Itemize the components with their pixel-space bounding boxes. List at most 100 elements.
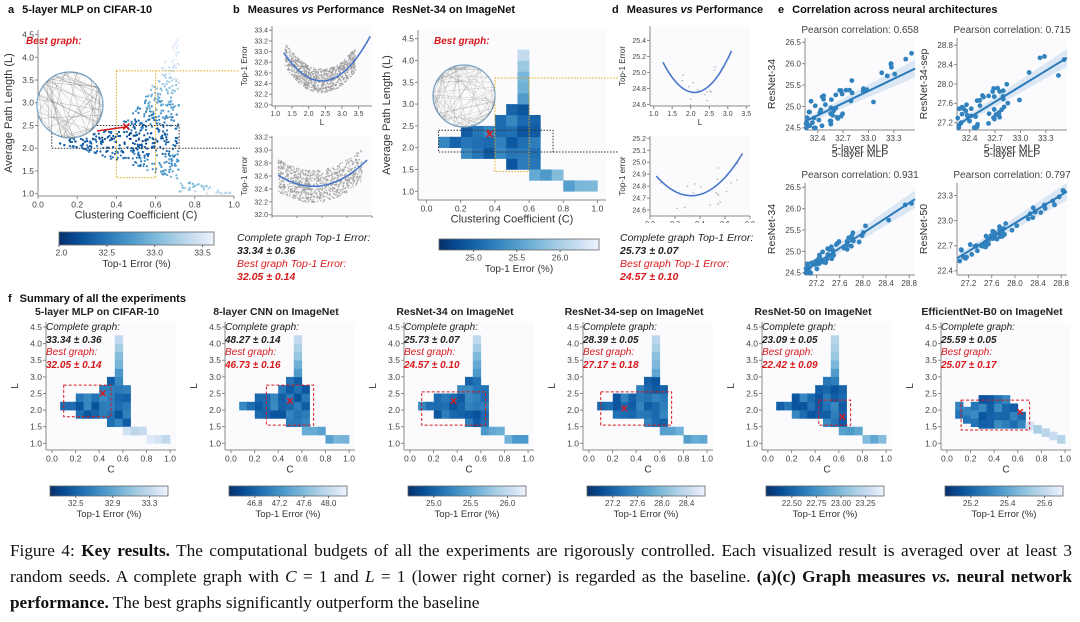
x-tick-label: 0.2 xyxy=(428,454,440,464)
scatter-point xyxy=(307,174,310,177)
scatter-point xyxy=(317,69,320,71)
scatter-point xyxy=(320,179,322,182)
scatter-point xyxy=(278,184,281,187)
network-edge xyxy=(438,65,467,115)
scatter-point xyxy=(342,76,344,79)
heatmap-cell xyxy=(464,410,474,419)
heatmap-cell xyxy=(464,418,474,428)
colorbar-tick-label: 47.6 xyxy=(296,499,312,508)
scatter-point xyxy=(301,181,303,184)
y-tick-label: 2.0 xyxy=(402,143,414,153)
scatter-point xyxy=(312,192,314,195)
network-edge xyxy=(443,72,446,121)
scatter-point xyxy=(709,204,711,206)
heatmap-cell xyxy=(659,385,668,394)
y-tick-label: 33.0 xyxy=(254,49,268,56)
x-tick-label: 27.6 xyxy=(984,279,1000,288)
scatter-point xyxy=(348,165,351,167)
scatter-point xyxy=(170,60,174,63)
scatter-point xyxy=(306,84,309,86)
scatter-point xyxy=(353,161,356,163)
scatter-point xyxy=(331,85,334,88)
scatter-point xyxy=(805,261,810,267)
x-tick-label: 0.8 xyxy=(857,454,869,464)
heatmap-cell xyxy=(285,410,295,419)
network-edge xyxy=(43,84,72,139)
scatter-point xyxy=(148,114,151,118)
x-axis-label: L xyxy=(320,118,325,127)
scatter-point xyxy=(132,148,135,151)
colorbar-tick-label: 25.6 xyxy=(1037,499,1053,508)
scatter-point xyxy=(1052,202,1057,208)
scatter-point xyxy=(359,180,362,183)
heatmap-cell xyxy=(418,401,427,411)
scatter-point xyxy=(348,54,351,56)
heatmap-cell xyxy=(683,435,692,444)
scatter-point xyxy=(822,102,828,108)
scatter-point xyxy=(144,110,148,113)
scatter-point xyxy=(277,167,280,169)
scatter-point xyxy=(344,72,346,74)
network-edge xyxy=(468,109,492,127)
y-tick-label: 4.0 xyxy=(209,339,221,349)
scatter-point xyxy=(153,98,156,101)
scatter-point xyxy=(817,252,822,258)
heatmap-cell xyxy=(91,393,100,403)
x-axis-label: C xyxy=(1002,465,1009,476)
scatter-point xyxy=(164,153,167,156)
scatter-point xyxy=(109,157,112,160)
scatter-point xyxy=(1030,215,1036,221)
scatter-point xyxy=(300,191,303,194)
scatter-point xyxy=(292,52,294,54)
scatter-point xyxy=(299,77,301,80)
scatter-point xyxy=(131,112,135,115)
x-tick-label: 1.0 xyxy=(880,454,892,464)
network-edge xyxy=(64,72,104,107)
heatmap-cell xyxy=(520,435,529,444)
scatter-point xyxy=(164,76,168,79)
scatter-point xyxy=(354,65,357,68)
scatter-point xyxy=(297,170,300,172)
scatter-point xyxy=(278,178,280,181)
network-edge xyxy=(441,70,482,119)
scatter-point xyxy=(829,244,834,250)
network-edge xyxy=(432,94,458,127)
x-axis-label: 5-layer MLP xyxy=(984,142,1041,154)
scatter-point xyxy=(909,50,914,56)
scatter-point xyxy=(304,180,307,183)
scatter-point xyxy=(339,82,342,85)
scatter-point xyxy=(1056,73,1061,78)
scatter-point xyxy=(188,181,192,184)
scatter-point xyxy=(299,59,302,62)
scatter-point xyxy=(295,63,298,66)
x-tick-label: 0.4 xyxy=(489,204,501,214)
scatter-point xyxy=(146,154,150,158)
scatter-point xyxy=(290,168,293,171)
scatter-point xyxy=(307,65,310,67)
scatter-point xyxy=(158,80,161,83)
heatmap-cell xyxy=(822,376,832,386)
colorbar-label: Top-1 Error (%) xyxy=(256,509,321,520)
scatter-point xyxy=(324,85,327,87)
heatmap-cell xyxy=(114,385,124,394)
scatter-point xyxy=(159,146,162,149)
scatter-point xyxy=(306,64,308,67)
heatmap-cell xyxy=(620,393,629,403)
plot-background xyxy=(650,136,750,216)
scatter-point xyxy=(803,121,809,126)
scatter-point xyxy=(168,150,171,153)
colorbar-tick-label: 28.0 xyxy=(654,499,670,508)
scatter-point xyxy=(174,127,177,130)
scatter-point xyxy=(315,70,317,73)
scatter-point xyxy=(305,200,307,203)
scatter-point xyxy=(317,70,320,73)
heatmap-cell xyxy=(1001,395,1011,404)
heatmap-cell xyxy=(962,406,972,416)
scatter-point xyxy=(320,74,323,77)
scatter-point xyxy=(303,78,305,81)
scatter-point xyxy=(316,200,319,203)
scatter-point xyxy=(205,184,208,188)
scatter-point xyxy=(228,191,232,195)
network-edge xyxy=(72,72,99,123)
scatter-point xyxy=(295,77,298,80)
